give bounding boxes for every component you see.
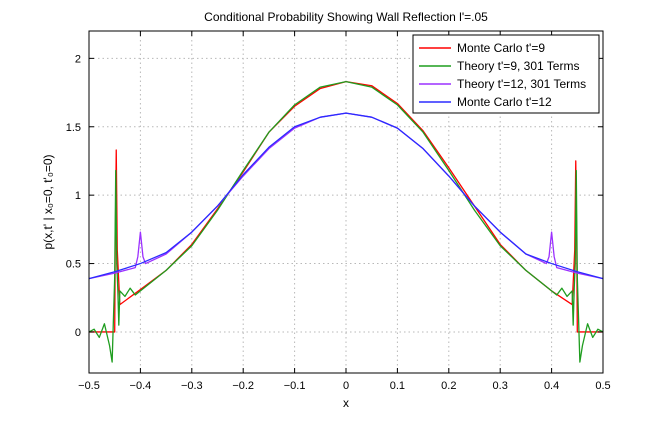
x-tick-label: 0.2 bbox=[441, 380, 456, 392]
x-tick-label: 0.1 bbox=[390, 380, 405, 392]
x-tick-label: −0.2 bbox=[232, 380, 254, 392]
x-tick-label: 0.4 bbox=[544, 380, 559, 392]
chart-title: Conditional Probability Showing Wall Ref… bbox=[204, 10, 488, 24]
ticks: −0.5 −0.4 −0.3 −0.2 −0.1 0 0.1 0.2 0.3 0.4 0.5 0 0.5… bbox=[66, 31, 611, 392]
y-tick-label: 0 bbox=[75, 327, 81, 339]
y-tick-label: 1.5 bbox=[66, 122, 81, 134]
legend-label: Theory t'=9, 301 Terms bbox=[457, 59, 579, 73]
y-tick-label: 0.5 bbox=[66, 259, 81, 271]
x-tick-label: 0.3 bbox=[493, 380, 508, 392]
y-tick-label: 2 bbox=[75, 53, 81, 65]
legend-label: Monte Carlo t'=9 bbox=[457, 41, 545, 55]
x-axis-label: x bbox=[343, 396, 349, 410]
legend: Monte Carlo t'=9 Theory t'=9, 301 Terms Th… bbox=[412, 34, 600, 114]
legend-label: Monte Carlo t'=12 bbox=[457, 95, 552, 109]
legend-label: Theory t'=12, 301 Terms bbox=[457, 77, 586, 91]
x-tick-label: −0.1 bbox=[284, 380, 306, 392]
y-tick-label: 1 bbox=[75, 190, 81, 202]
series-layer bbox=[88, 80, 604, 363]
x-tick-label: −0.3 bbox=[181, 380, 203, 392]
y-axis-label: p(x,t' | x₀=0, t'₀=0) bbox=[41, 154, 55, 249]
series-line-2 bbox=[88, 80, 604, 363]
x-tick-label: 0 bbox=[343, 380, 349, 392]
x-tick-label: −0.4 bbox=[130, 380, 152, 392]
x-tick-label: 0.5 bbox=[595, 380, 610, 392]
series-line-4 bbox=[88, 112, 604, 280]
x-tick-label: −0.5 bbox=[78, 380, 100, 392]
